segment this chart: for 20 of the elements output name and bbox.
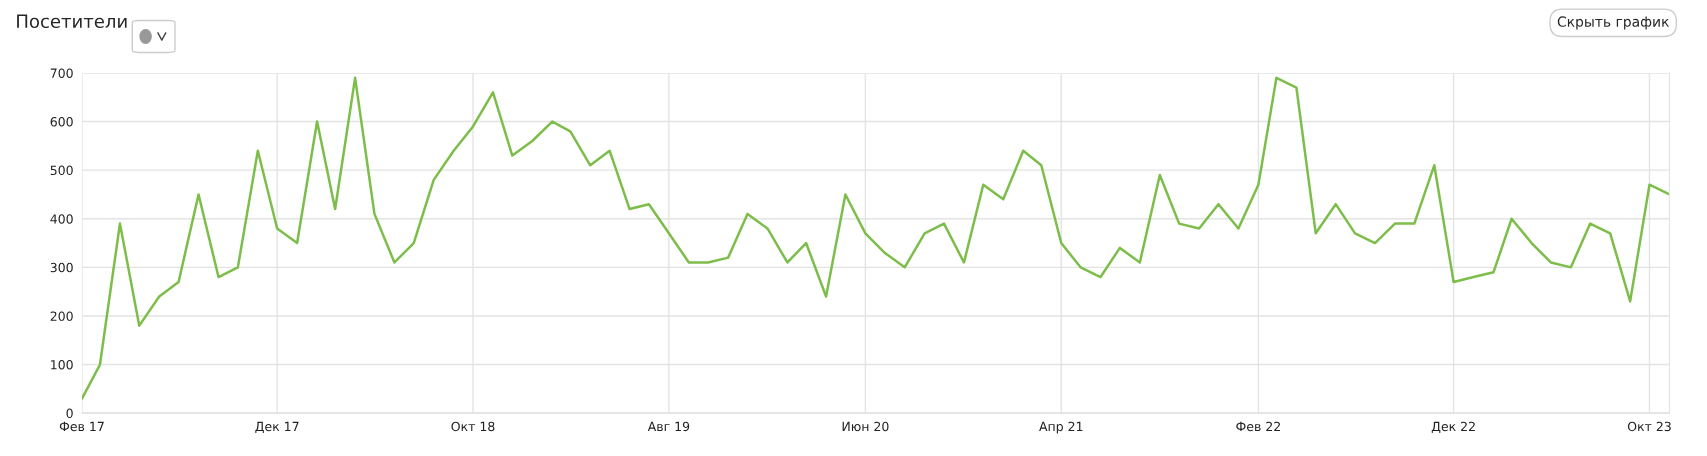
y-tick-label: 0 xyxy=(66,408,73,419)
x-tick-label: Апр 21 xyxy=(1039,421,1083,434)
y-tick-label: 600 xyxy=(50,117,73,127)
x-tick-label: Авг 19 xyxy=(647,421,690,432)
x-tick-label: Фев 22 xyxy=(1236,421,1280,432)
y-tick-label: 400 xyxy=(50,214,73,224)
x-tick-label: Дек 22 xyxy=(1431,421,1475,433)
y-tick-label: 300 xyxy=(50,262,73,273)
x-tick-label: Июн 20 xyxy=(842,421,889,432)
x-tick-label: Окт 23 xyxy=(1627,421,1671,432)
text: Скрыть график xyxy=(1557,16,1669,30)
y-tick-label: 700 xyxy=(50,68,73,78)
x-tick-label: Фев 17 xyxy=(59,421,104,432)
y-tick-label: 100 xyxy=(51,360,73,370)
y-tick-label: 500 xyxy=(50,165,73,176)
x-tick-label: Дек 17 xyxy=(255,421,299,433)
x-tick-label: Окт 18 xyxy=(451,421,495,432)
y-tick-label: 200 xyxy=(50,311,73,321)
line-series xyxy=(81,76,1670,400)
chart-title: Посетители xyxy=(17,14,127,29)
